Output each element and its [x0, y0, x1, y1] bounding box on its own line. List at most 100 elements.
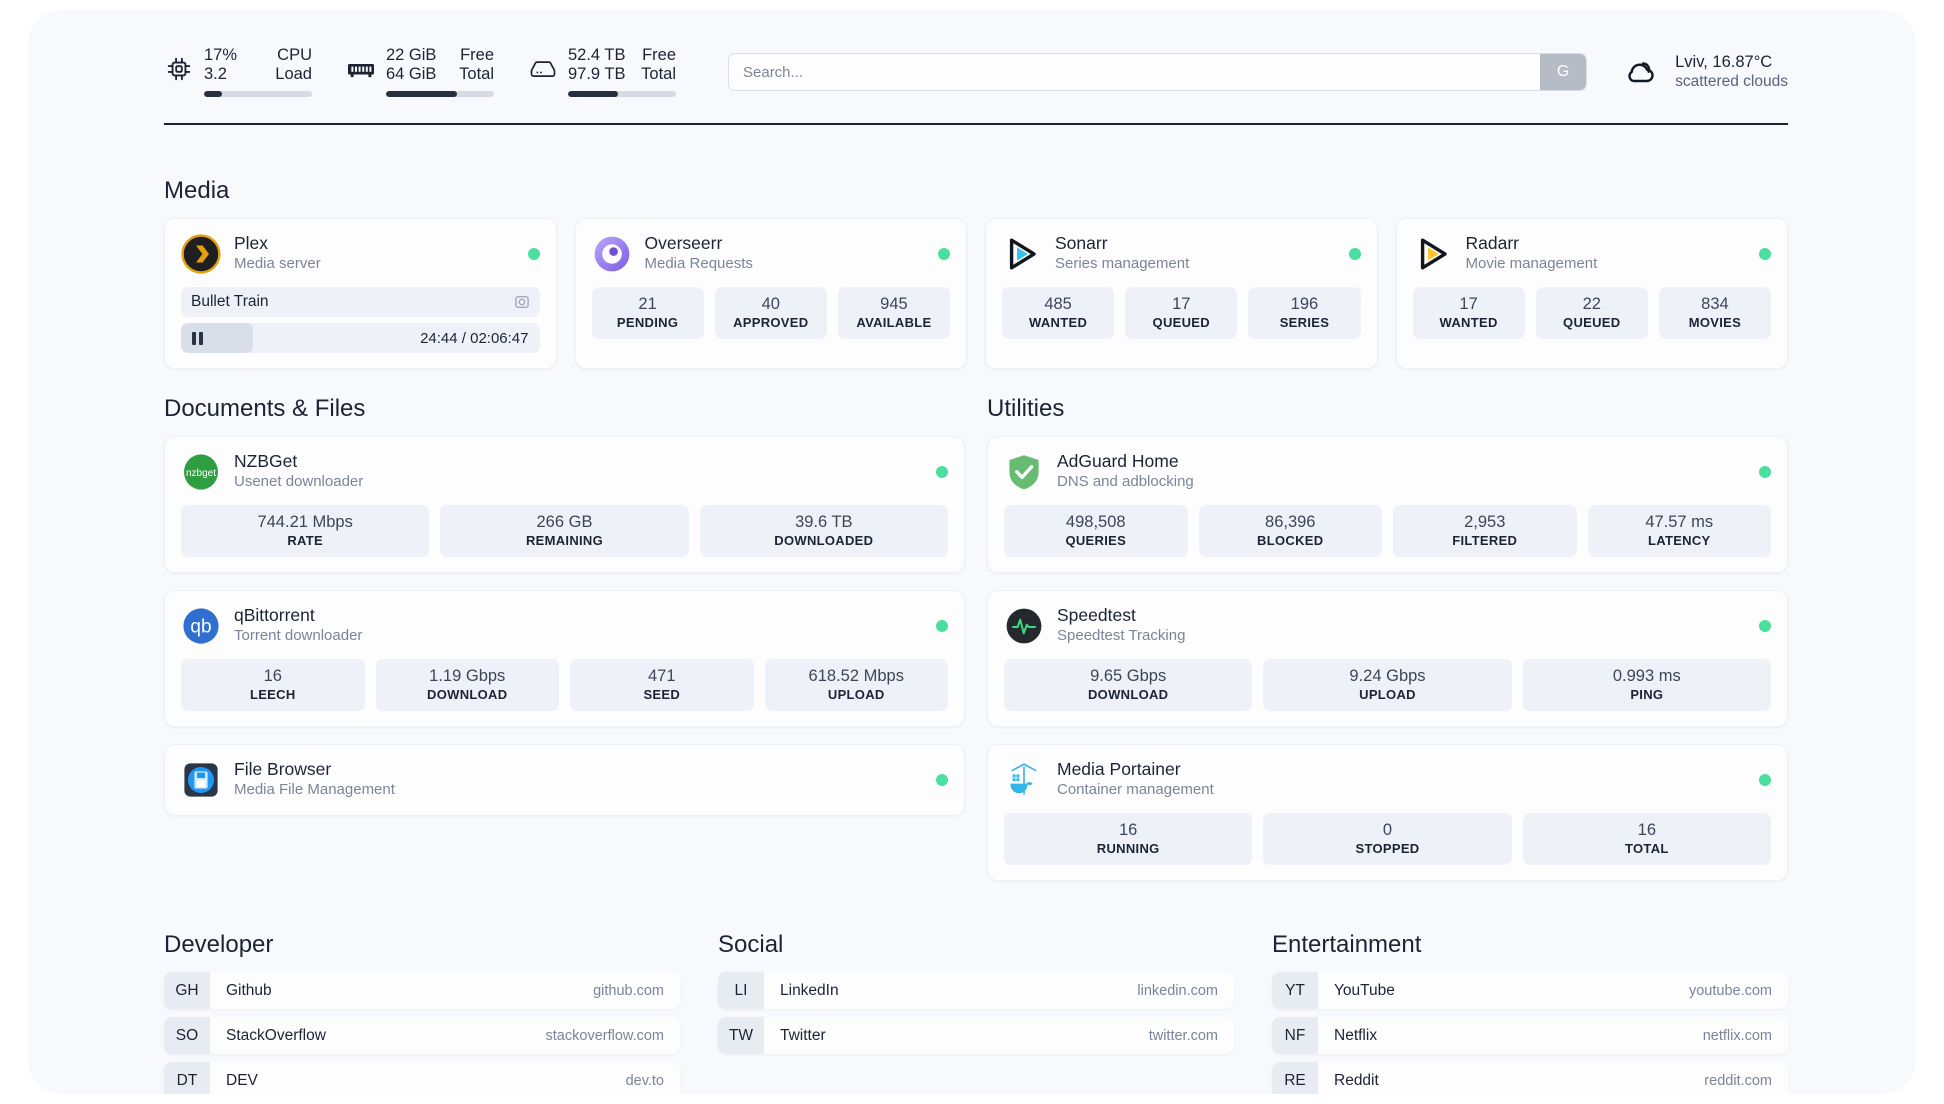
stat-label: DOWNLOAD	[427, 687, 508, 702]
bookmark-item[interactable]: SO StackOverflow stackoverflow.com	[164, 1017, 680, 1054]
card-header[interactable]: File Browser Media File Management	[181, 759, 948, 800]
stat-value-col: 17% 3.2	[204, 46, 237, 84]
card-header[interactable]: nzbget NZBGet Usenet downloader	[181, 451, 948, 492]
stat-label: RATE	[287, 533, 323, 548]
playback-progress-bar[interactable]: 24:44 / 02:06:47	[181, 323, 540, 353]
stat-label-bottom: Total	[641, 64, 676, 83]
bookmark-name: Twitter	[780, 1026, 826, 1044]
card-header[interactable]: Speedtest Speedtest Tracking	[1004, 605, 1771, 646]
stat-pill: 0.993 ms PING	[1522, 659, 1771, 711]
bookmark-item[interactable]: GH Github github.com	[164, 972, 680, 1009]
status-dot-online	[1759, 465, 1771, 478]
search-submit-button[interactable]: G	[1540, 54, 1587, 90]
card-header[interactable]: Sonarr Series management	[1002, 233, 1361, 274]
stat-label: UPLOAD	[1359, 687, 1416, 702]
bookmark-url: stackoverflow.com	[545, 1027, 664, 1044]
search-area: G	[728, 53, 1588, 91]
stat-value: 1.19 Gbps	[429, 667, 506, 685]
stat-value-col: 52.4 TB 97.9 TB	[568, 46, 625, 84]
stat-label: UPLOAD	[827, 687, 885, 702]
card-header[interactable]: Overseerr Media Requests	[592, 233, 950, 274]
qbittorrent-icon: qb	[181, 606, 221, 646]
stat-pill: 498,508 QUERIES	[1004, 505, 1188, 557]
card-header[interactable]: Radarr Movie management	[1413, 233, 1771, 274]
stat-label: APPROVED	[733, 315, 809, 330]
stat-value: 0.993 ms	[1612, 667, 1681, 685]
stat-label: LATENCY	[1647, 533, 1711, 548]
stat-pill-row: 744.21 Mbps RATE 266 GB REMAINING 39.6 TB DOW…	[181, 505, 948, 557]
stat-body: 22 GiB 64 GiB Free Total	[386, 46, 494, 97]
bookmark-name: YouTube	[1334, 981, 1395, 999]
stat-pill: 9.24 Gbps UPLOAD	[1263, 659, 1512, 711]
svg-text:qb: qb	[190, 616, 211, 637]
stat-usage-bar	[386, 90, 494, 97]
stat-value-bottom: 64 GiB	[386, 64, 437, 83]
service-card[interactable]: File Browser Media File Management	[164, 744, 965, 816]
bookmark-item[interactable]: LI LinkedIn linkedin.com	[718, 972, 1234, 1009]
bookmark-item[interactable]: DT DEV dev.to	[164, 1062, 680, 1094]
bookmark-item[interactable]: RE Reddit reddit.com	[1272, 1062, 1788, 1094]
stat-label: MOVIES	[1688, 315, 1742, 330]
portainer-docker-icon	[1004, 760, 1044, 800]
card-header[interactable]: Media Portainer Container management	[1004, 759, 1771, 800]
service-card[interactable]: Overseerr Media Requests 21 PENDING 40 APPROV…	[574, 218, 967, 369]
utilities-card-list: AdGuard Home DNS and adblocking 498,508 QUE…	[987, 436, 1788, 881]
service-card[interactable]: AdGuard Home DNS and adblocking 498,508 QUE…	[987, 436, 1788, 573]
service-card[interactable]: Plex Media server Bullet Train 24:44 / 02:0…	[164, 218, 557, 369]
search-input[interactable]	[729, 54, 1541, 90]
stat-values: 17% 3.2 CPU Load	[204, 46, 312, 84]
stat-value: 16	[263, 667, 282, 685]
stat-pill: 1.19 Gbps DOWNLOAD	[375, 659, 559, 711]
stat-pill-row: 498,508 QUERIES 86,396 BLOCKED 2,953 FILTERED…	[1004, 505, 1771, 557]
app-name: File Browser	[234, 759, 332, 779]
card-titles: Overseerr Media Requests	[645, 233, 753, 274]
service-card[interactable]: Sonarr Series management 485 WANTED 17 QUEUED…	[985, 218, 1378, 369]
bookmark-item[interactable]: TW Twitter twitter.com	[718, 1017, 1234, 1054]
stat-pill: 945 AVAILABLE	[837, 287, 951, 339]
stat-value: 485	[1044, 295, 1072, 313]
playback-timestamp: 24:44 / 02:06:47	[420, 329, 529, 347]
search-box[interactable]: G	[728, 53, 1588, 91]
service-card[interactable]: Speedtest Speedtest Tracking 9.65 Gbps DOWN…	[987, 590, 1788, 727]
cpu-chip-icon	[164, 52, 194, 86]
bookmark-item[interactable]: NF Netflix netflix.com	[1272, 1017, 1788, 1054]
card-titles: Radarr Movie management	[1466, 233, 1598, 274]
card-titles: Speedtest Speedtest Tracking	[1057, 605, 1185, 646]
stat-value: 196	[1290, 295, 1319, 313]
stat-value: 834	[1701, 295, 1729, 313]
bookmark-item[interactable]: YT YouTube youtube.com	[1272, 972, 1788, 1009]
card-header[interactable]: qb qBittorrent Torrent downloader	[181, 605, 948, 646]
status-dot-online	[527, 247, 540, 260]
bookmark-url: reddit.com	[1704, 1072, 1772, 1089]
stat-pill: 485 WANTED	[1002, 287, 1115, 339]
stat-pill: 47.57 ms LATENCY	[1587, 505, 1771, 557]
app-subtitle: Movie management	[1465, 255, 1598, 272]
stat-label: TOTAL	[1625, 841, 1669, 856]
app-name: Speedtest	[1057, 605, 1136, 625]
app-name: NZBGet	[234, 451, 298, 471]
card-header[interactable]: AdGuard Home DNS and adblocking	[1004, 451, 1771, 492]
service-card[interactable]: qb qBittorrent Torrent downloader 16 LEECH 1.…	[164, 590, 965, 727]
stat-label-bottom: Load	[275, 64, 312, 83]
stat-label: AVAILABLE	[856, 315, 932, 330]
cast-icon[interactable]	[514, 294, 530, 310]
adguard-shield-icon	[1004, 452, 1044, 492]
bookmark-abbr: DT	[164, 1062, 210, 1094]
stat-label: WANTED	[1029, 315, 1088, 330]
stat-memory: 22 GiB 64 GiB Free Total	[346, 46, 494, 97]
service-card[interactable]: Radarr Movie management 17 WANTED 22 QUEUED 83…	[1395, 218, 1788, 369]
stat-value: 21	[638, 295, 657, 313]
card-header[interactable]: Plex Media server	[181, 233, 540, 274]
stat-label: STOPPED	[1355, 841, 1420, 856]
bookmark-list: GH Github github.com SO StackOverflow stackov…	[164, 972, 680, 1094]
status-dot-online	[936, 465, 948, 478]
stat-value: 86,396	[1265, 513, 1316, 531]
stat-values: 22 GiB 64 GiB Free Total	[386, 46, 494, 84]
stat-label: PING	[1630, 687, 1664, 702]
stat-value-col: 22 GiB 64 GiB	[386, 46, 436, 84]
service-card[interactable]: Media Portainer Container management 16 RUN…	[987, 744, 1788, 881]
stat-label-bottom: Total	[459, 64, 494, 83]
service-card[interactable]: nzbget NZBGet Usenet downloader 744.21 Mbps…	[164, 436, 965, 573]
pause-icon[interactable]	[192, 331, 203, 345]
stat-label: DOWNLOADED	[774, 533, 874, 548]
